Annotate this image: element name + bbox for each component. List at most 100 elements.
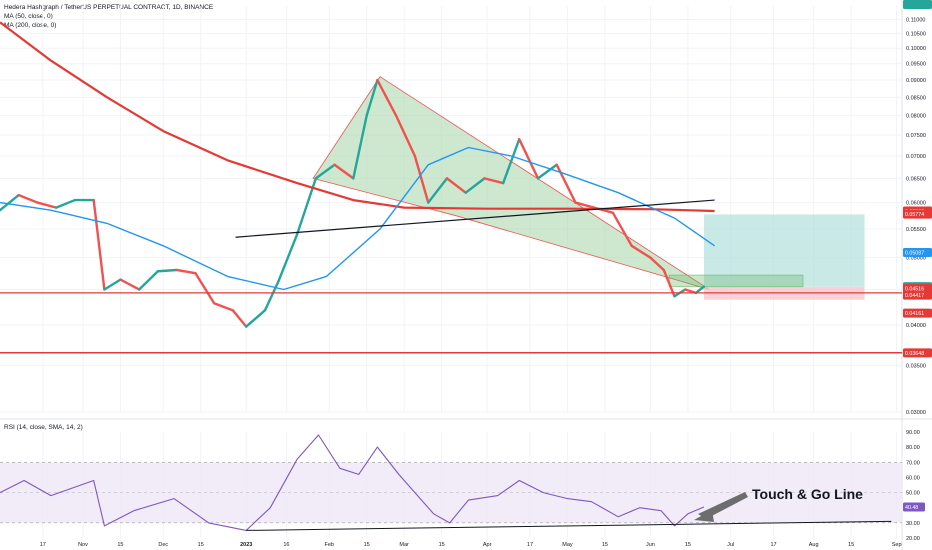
rsi-tick-label: 70.00 xyxy=(906,460,920,466)
y-tick-label: 0.06500 xyxy=(906,176,926,182)
x-tick-label: Aug xyxy=(809,542,819,548)
x-tick-label: Nov xyxy=(78,542,88,548)
price-segment-down xyxy=(231,309,248,328)
price-segment-down xyxy=(175,268,197,275)
y-tick-label: 0.07500 xyxy=(906,133,926,139)
price-segment-up xyxy=(464,177,486,194)
y-tick-label: 0.05500 xyxy=(906,227,926,233)
x-tick-label: 17 xyxy=(40,542,46,548)
entry-zone xyxy=(668,274,804,288)
moving-averages xyxy=(0,21,715,291)
price-segment-down xyxy=(630,244,652,259)
x-tick-label: Jun xyxy=(646,542,655,548)
price-segment-up xyxy=(103,278,122,291)
rsi-tick-label: 80.00 xyxy=(906,445,920,451)
price-segment-down xyxy=(119,278,141,291)
price-tag-label: 0.05774 xyxy=(905,212,924,218)
y-tick-label: 0.03000 xyxy=(906,410,926,416)
price-segment-down xyxy=(333,163,355,180)
price-segment-up xyxy=(536,163,558,180)
price-tag-label: 0.05087 xyxy=(905,250,924,256)
y-tick-label: 0.11000 xyxy=(906,17,925,23)
x-tick-label: 2023 xyxy=(240,542,252,548)
price-axis: 0.11000 0.10500 0.10000 0.09500 0.09000 0.085… xyxy=(906,17,926,542)
price-segment-up xyxy=(365,78,379,117)
price-segment-down xyxy=(555,163,577,204)
price-tag-label: 0.04417 xyxy=(905,293,924,299)
x-tick-label: 17 xyxy=(770,542,776,548)
time-axis: 17 Nov 15 Dec 15 2023 16 Feb 15 Mar 15 Apr 17 May 15 Ju… xyxy=(40,542,902,548)
position-target-zone xyxy=(703,214,865,287)
x-tick-label: Jul xyxy=(727,542,734,548)
price-segment-down xyxy=(194,271,216,305)
price-segment-up xyxy=(352,114,368,180)
ma200-line xyxy=(0,21,715,213)
rsi-tick-label: 30.00 xyxy=(906,521,920,527)
price-segment-up xyxy=(156,268,178,273)
x-tick-label: 15 xyxy=(848,542,854,548)
price-segment-up xyxy=(314,163,336,180)
rsi-value-label: 40.48 xyxy=(905,505,918,511)
annotation-arrow-head xyxy=(694,510,714,522)
y-tick-label: 0.06000 xyxy=(906,201,926,207)
x-tick-label: Dec xyxy=(158,542,168,548)
x-tick-label: 15 xyxy=(364,542,370,548)
price-segment-down xyxy=(376,78,398,117)
rsi-value-tag xyxy=(903,502,925,512)
rsi-line xyxy=(0,434,705,531)
price-segment-up xyxy=(694,285,706,295)
x-tick-label: 15 xyxy=(198,542,204,548)
ma50-line xyxy=(0,146,715,291)
price-segment-down xyxy=(36,201,58,209)
rsi-tick-label: 60.00 xyxy=(906,475,920,481)
x-tick-label: 15 xyxy=(117,542,123,548)
y-tick-label: 0.08000 xyxy=(906,114,926,120)
price-segment-up xyxy=(245,309,267,328)
x-tick-label: 15 xyxy=(439,542,445,548)
price-segment-up xyxy=(277,233,299,283)
price-tag-label: 0.04161 xyxy=(905,311,924,317)
price-series xyxy=(0,78,706,328)
drawings-front xyxy=(0,199,902,354)
rsi-tick-label: 20.00 xyxy=(906,536,920,542)
price-segment-down xyxy=(611,211,633,248)
rsi-pane xyxy=(0,434,902,531)
y-tick-label: 0.04000 xyxy=(906,323,926,329)
ma200-legend: MA (200, close, 0) xyxy=(4,22,56,29)
rsi-tick-label: 50.00 xyxy=(906,491,920,497)
x-tick-label: 15 xyxy=(685,542,691,548)
price-tags: 0.058350.057740.050870.0454300:30:190.04… xyxy=(903,0,932,512)
price-segment-down xyxy=(574,201,596,209)
ma50-legend: MA (50, close, 0) xyxy=(4,13,53,20)
price-segment-down xyxy=(212,302,235,312)
x-tick-label: May xyxy=(562,542,573,548)
x-tick-label: 15 xyxy=(602,542,608,548)
price-segment-down xyxy=(518,138,540,180)
price-tag xyxy=(903,290,932,300)
price-segment-up xyxy=(263,280,280,312)
price-segment-down xyxy=(649,256,665,272)
rsi-legend: RSI (14, close, SMA, 14, 2) xyxy=(4,424,83,431)
price-segment-up xyxy=(55,198,77,209)
y-tick-label: 0.07000 xyxy=(906,154,926,160)
y-tick-label: 0.09000 xyxy=(906,78,926,84)
touch-go-annotation: Touch & Go Line xyxy=(752,486,863,502)
price-segment-down xyxy=(394,114,417,158)
price-segment-up xyxy=(0,193,20,212)
x-tick-label: Apr xyxy=(483,542,492,548)
price-tag xyxy=(903,209,932,219)
price-tag-label: 0.03648 xyxy=(905,351,924,357)
x-tick-label: 17 xyxy=(527,542,533,548)
price-segment-down xyxy=(413,154,430,204)
price-segment-up xyxy=(501,138,521,185)
price-tag xyxy=(903,247,932,257)
price-tag xyxy=(903,308,932,318)
price-tag xyxy=(903,0,932,9)
x-tick-label: 16 xyxy=(283,542,289,548)
y-tick-label: 0.10000 xyxy=(906,46,926,52)
price-segment-up xyxy=(137,270,160,291)
x-tick-label: Mar xyxy=(399,542,409,548)
price-tag-label: 00:30:19 xyxy=(905,0,926,2)
price-segment-down xyxy=(92,198,106,291)
